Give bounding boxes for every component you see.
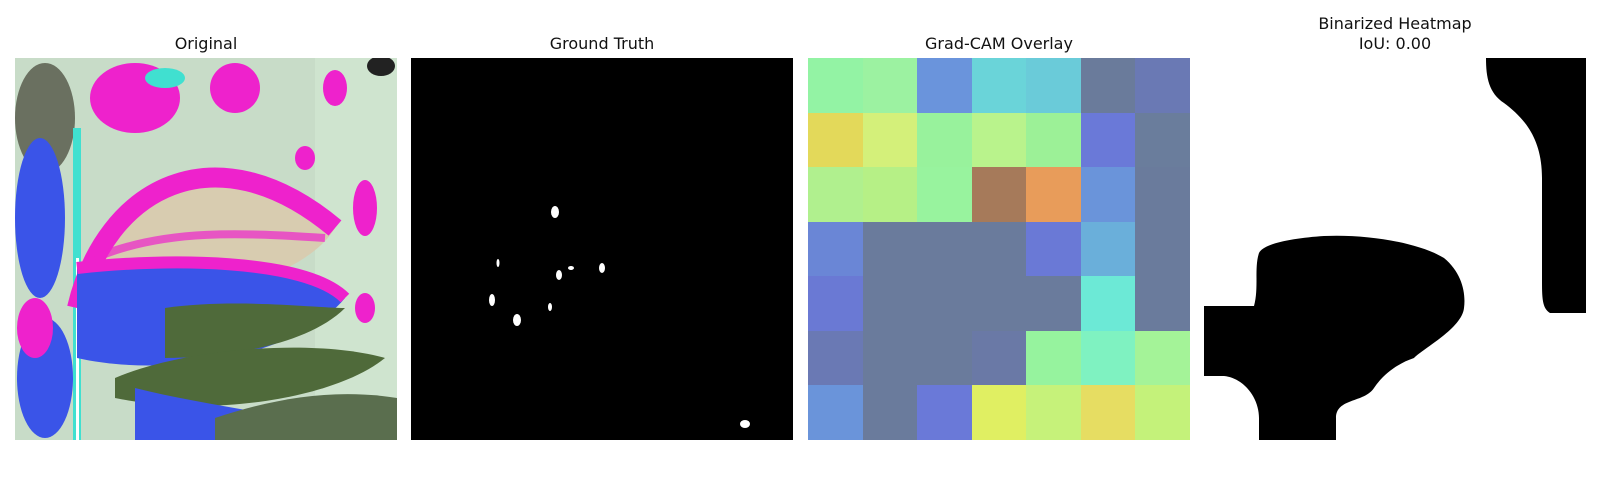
- gradcam-cell: [1135, 221, 1190, 277]
- gradcam-cell: [1080, 167, 1136, 222]
- gradcam-cell: [862, 167, 918, 222]
- gradcam-cell: [971, 330, 1027, 386]
- gradcam-cell: [1135, 385, 1190, 440]
- gradcam-cell: [1026, 58, 1081, 113]
- original-title: Original: [174, 34, 238, 53]
- gradcam-cell: [917, 276, 972, 331]
- gradcam-cell: [862, 112, 918, 168]
- gradcam-cell: [917, 330, 972, 386]
- gradcam-cell: [1026, 385, 1081, 440]
- ground-truth-mask: [411, 58, 793, 440]
- gradcam-cell: [1080, 330, 1136, 386]
- gradcam-cell: [1135, 330, 1190, 386]
- gradcam-cell: [1080, 221, 1136, 277]
- gradcam-cell: [917, 385, 972, 440]
- gradcam-cell: [1080, 58, 1136, 113]
- iou-label: IoU: 0.00: [1358, 34, 1432, 53]
- gradcam-cell: [971, 385, 1027, 440]
- gradcam-cell: [1026, 276, 1081, 331]
- gradcam-cell: [917, 58, 972, 113]
- binarized-heading: Binarized Heatmap: [1318, 14, 1472, 33]
- gradcam-cell: [1135, 112, 1190, 168]
- gradcam-cell: [808, 330, 863, 386]
- gradcam-cell: [971, 221, 1027, 277]
- gradcam-cell: [808, 167, 863, 222]
- gradcam-cell: [1080, 385, 1136, 440]
- gradcam-cell: [1026, 112, 1081, 168]
- gradcam-cell: [971, 276, 1027, 331]
- gradcam-cell: [862, 221, 918, 277]
- gradcam-cell: [1135, 167, 1190, 222]
- gradcam-cell: [1026, 221, 1081, 277]
- gradcam-cell: [917, 112, 972, 168]
- gradcam-cell: [862, 276, 918, 331]
- gradcam-cell: [917, 221, 972, 277]
- ground-truth-title: Ground Truth: [549, 34, 655, 53]
- gradcam-cell: [1080, 276, 1136, 331]
- gradcam-cell: [808, 58, 863, 113]
- gradcam-cell: [862, 385, 918, 440]
- binarized-title: Binarized Heatmap IoU: 0.00: [1204, 14, 1586, 54]
- gradcam-cell: [862, 58, 918, 113]
- gradcam-overlay: [808, 58, 1190, 440]
- gradcam-cell: [971, 112, 1027, 168]
- gradcam-cell: [808, 276, 863, 331]
- gradcam-cell: [1026, 330, 1081, 386]
- gradcam-cell: [808, 385, 863, 440]
- gradcam-cell: [1026, 167, 1081, 222]
- gradcam-cell: [808, 221, 863, 277]
- gradcam-cell: [1080, 112, 1136, 168]
- gradcam-cell: [1135, 276, 1190, 331]
- original-image: [15, 58, 397, 440]
- gradcam-cell: [808, 112, 863, 168]
- gradcam-title: Grad-CAM Overlay: [925, 34, 1073, 53]
- gradcam-cell: [862, 330, 918, 386]
- binarized-heatmap: [1204, 58, 1586, 440]
- gradcam-cell: [1135, 58, 1190, 113]
- gradcam-cell: [917, 167, 972, 222]
- gradcam-cell: [971, 167, 1027, 222]
- gradcam-cell: [971, 58, 1027, 113]
